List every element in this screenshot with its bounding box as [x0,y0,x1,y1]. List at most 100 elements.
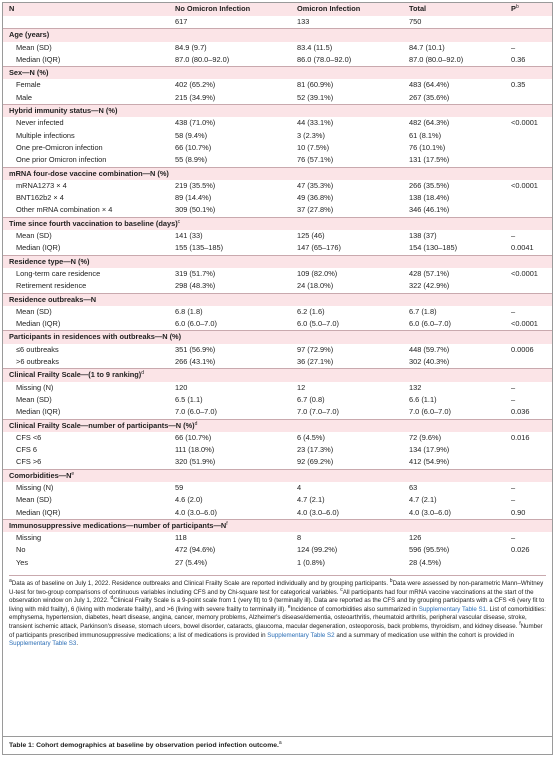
section-title: Residence outbreaks—N [3,292,552,306]
cell: 0.90 [511,507,526,517]
row-label: CFS <6 [16,432,42,442]
footnote-mark: c [177,218,181,225]
cell: 84.9 (9.7) [175,42,207,52]
data-row: Mean (SD) 84.9 (9.7) 83.4 (11.5) 84.7 (10.1… [3,42,552,54]
cell: 266 (43.1%) [175,357,216,367]
data-row: Female 402 (65.2%) 81 (60.9%) 483 (64.4%) 0.… [3,79,552,91]
footnote-mark: b [515,4,519,11]
cell: 155 (135–185) [175,243,224,253]
cell: 124 (99.2%) [297,545,338,555]
cell [505,204,552,217]
footnote-mark: a [9,578,12,585]
column-header: N [3,3,169,16]
row-label: Missing [16,533,42,543]
footnote-text: Data were assessed by non-parametric Man… [9,580,544,596]
cell: 472 (94.6%) [175,545,216,555]
cell: 0.36 [511,54,526,64]
cell: – [511,533,516,543]
column-header-text: P [511,4,516,14]
table-body: N No Omicron Infection Omicron Infection To… [3,3,552,569]
cell: 44 (33.1%) [297,118,334,128]
cell: 0.016 [511,432,530,442]
section-title: Residence type—N (%) [3,254,552,268]
row-label: Missing (N) [16,482,54,492]
footnote-text: . [76,640,79,648]
footnote-text: and a summary of medication use within t… [334,631,515,639]
header-row: N No Omicron Infection Omicron Infection To… [3,3,552,16]
cell: 84.7 (10.1) [409,42,445,52]
cell: 89 (14.4%) [175,193,212,203]
section-title-text: Clinical Frailty Scale—number of partici… [9,420,195,430]
data-row: Median (IQR) 7.0 (6.0–7.0) 7.0 (7.0–7.0) 7.… [3,406,552,419]
table: N No Omicron Infection Omicron Infection To… [3,3,552,569]
cell: 37 (27.8%) [297,205,334,215]
section-row: Clinical Frailty Scale—number of partici… [3,418,552,432]
cell: 351 (56.9%) [175,344,216,354]
cell: 58 (9.4%) [175,130,208,140]
data-row: Mean (SD) 141 (33) 125 (46) 138 (37) – [3,230,552,242]
cell: 4.7 (2.1) [409,495,437,505]
cell [505,280,552,293]
footnotes: aData as of baseline on July 1, 2022. Re… [9,575,546,649]
cell: 81 (60.9%) [297,80,334,90]
caption-text: Table 1: Cohort demographics at baseline… [9,742,279,749]
column-header-text: Omicron Infection [297,4,361,14]
section-row: Residence outbreaks—N [3,292,552,306]
footnote-mark: c [340,586,343,593]
data-row: Mean (SD) 4.6 (2.0) 4.7 (2.1) 4.7 (2.1) – [3,494,552,506]
column-header: No Omicron Infection [169,3,291,16]
cell: 97 (72.9%) [297,344,334,354]
cell: 4.6 (2.0) [175,495,203,505]
section-title-text: Time since fourth vaccination to baselin… [9,218,178,228]
section-row: Clinical Frailty Scale—(1 to 9 ranking)d [3,368,552,382]
footnote-text: Clinical Frailty Scale is a 9-point scal… [9,597,545,613]
footnote-mark: a [278,740,282,746]
cell: 8 [297,533,302,543]
cell: 12 [297,382,306,392]
cell [3,16,169,30]
data-row: Missing (N) 120 12 132 – [3,382,552,394]
cell: 6 (4.5%) [297,432,325,442]
row-label: Median (IQR) [16,54,61,64]
cell: 6.7 (0.8) [297,394,325,404]
cell: 7.0 (7.0–7.0) [297,407,339,417]
cell: 4.0 (3.0–6.0) [297,507,339,517]
cell: 483 (64.4%) [409,80,450,90]
row-label: Missing (N) [16,382,54,392]
cell: – [511,306,516,316]
cell: 4 [297,482,302,492]
count-cell: 133 [291,16,403,30]
footnote-text: All participants had four mRNA vaccine v… [9,588,534,605]
data-row: One pre-Omicron infection 66 (10.7%) 10 (7… [3,142,552,154]
cell: 4.0 (3.0–6.0) [409,507,451,517]
link[interactable]: Supplementary Table S3 [9,640,77,648]
row-label: Mean (SD) [16,231,52,241]
footnote-mark: d [141,370,145,377]
cell: 109 (82.0%) [297,268,338,278]
cell: 125 (46) [297,231,325,241]
cell: 412 (54.9%) [409,457,450,467]
data-row: BNT162b2 × 4 89 (14.4%) 49 (36.8%) 138 (18.… [3,192,552,204]
footnote-text: . List of comorbidities: emphysema, hype… [9,605,546,631]
section-title-text: Comorbidities—N [9,470,72,480]
data-row: Median (IQR) 155 (135–185) 147 (65–176) 154… [3,242,552,255]
cell: 1 (0.8%) [297,557,325,567]
cell: <0.0001 [511,319,538,329]
cell: 3 (2.3%) [297,130,325,140]
section-row: Sex—N (%) [3,66,552,80]
section-title-text: Hybrid immunity status—N (%) [9,106,118,116]
cell: – [511,495,516,505]
cell: 138 (18.4%) [409,193,450,203]
data-row: >6 outbreaks 266 (43.1%) 36 (27.1%) 302 (40… [3,356,552,369]
cell: 66 (10.7%) [175,432,212,442]
count-cell: 617 [169,16,291,30]
link[interactable]: Supplementary Table S1 [418,605,487,613]
link[interactable]: Supplementary Table S2 [267,631,335,639]
footnote-text: Incidence of comorbidities also summariz… [290,605,419,613]
cell: 27 (5.4%) [175,557,208,567]
cell [505,16,552,30]
data-row: Other mRNA combination × 4 309 (50.1%) 37 … [3,204,552,217]
data-row: Median (IQR) 6.0 (6.0–7.0) 6.0 (5.0–7.0) 6.… [3,318,552,331]
section-title-text: Residence type—N (%) [9,256,90,266]
row-label: Median (IQR) [16,243,61,253]
